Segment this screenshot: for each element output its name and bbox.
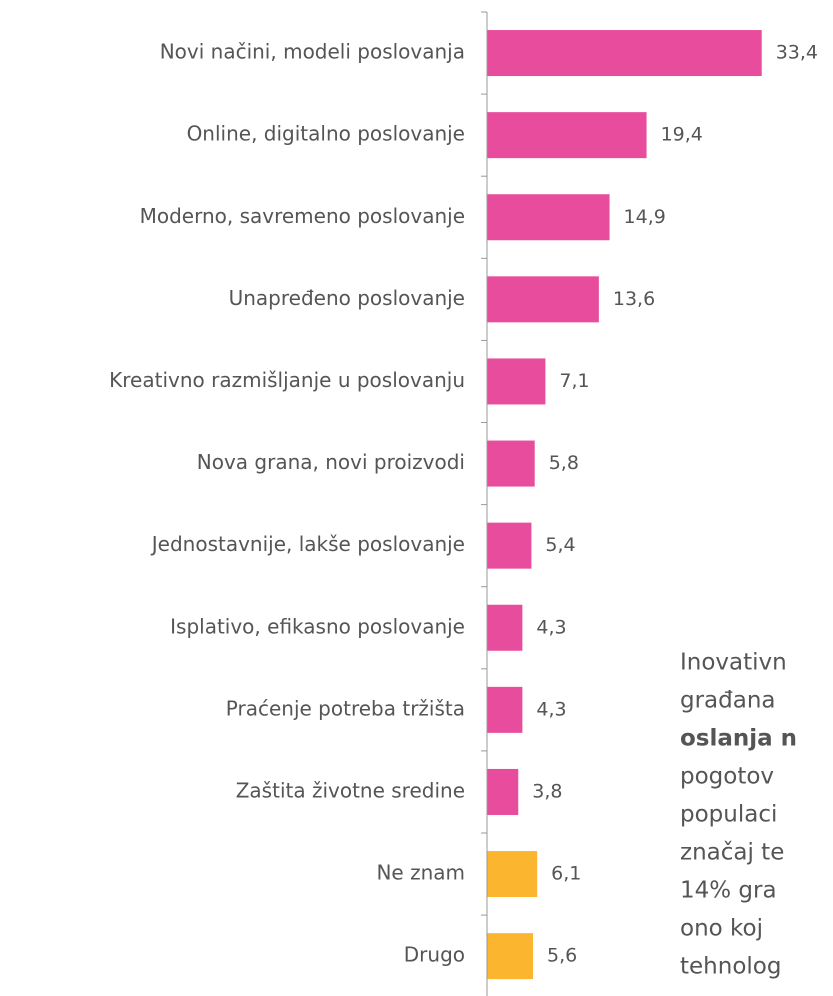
category-label: Nova grana, novi proizvodi xyxy=(197,450,465,474)
value-label: 5,6 xyxy=(547,945,577,967)
bar xyxy=(487,851,538,898)
side-text-line: tehnolog xyxy=(680,954,781,980)
bar xyxy=(487,686,523,733)
value-label: 6,1 xyxy=(551,863,581,885)
category-label: Unapređeno poslovanje xyxy=(229,286,465,310)
category-label: Drugo xyxy=(404,943,465,967)
side-text-line: oslanja n xyxy=(680,726,797,752)
bar xyxy=(487,768,519,815)
side-text-line: pogotov xyxy=(680,764,774,790)
bar xyxy=(487,358,546,405)
side-text-line: građana xyxy=(680,688,776,714)
value-label: 14,9 xyxy=(624,206,666,228)
side-text-line: 14% gra xyxy=(680,878,777,904)
category-label: Moderno, savremeno poslovanje xyxy=(140,204,465,228)
category-label: Novi načini, modeli poslovanja xyxy=(160,40,465,64)
side-text-line: populaci xyxy=(680,802,777,828)
category-label: Zaštita životne sredine xyxy=(236,778,465,802)
value-label: 13,6 xyxy=(613,288,655,310)
side-text-line: značaj te xyxy=(680,840,784,866)
bar xyxy=(487,30,762,77)
bar xyxy=(487,440,535,487)
category-label: Kreativno razmišljanje u poslovanju xyxy=(109,368,465,392)
bar xyxy=(487,933,534,980)
bar xyxy=(487,194,610,241)
bar xyxy=(487,112,647,159)
value-label: 5,4 xyxy=(545,534,575,556)
bar xyxy=(487,604,523,651)
value-label: 7,1 xyxy=(559,370,589,392)
category-label: Online, digitalno poslovanje xyxy=(187,122,465,146)
value-label: 33,4 xyxy=(776,42,818,64)
value-label: 5,8 xyxy=(549,452,579,474)
bar xyxy=(487,522,532,569)
category-label: Praćenje potreba tržišta xyxy=(226,696,465,720)
category-label: Ne znam xyxy=(376,861,465,885)
side-text-line: ono koj xyxy=(680,916,763,942)
category-label: Isplativo, efikasno poslovanje xyxy=(170,614,465,638)
value-label: 4,3 xyxy=(536,616,566,638)
category-label: Jednostavnije, lakše poslovanje xyxy=(150,532,465,556)
value-label: 4,3 xyxy=(536,698,566,720)
bar xyxy=(487,276,599,323)
value-label: 19,4 xyxy=(661,124,703,146)
side-text-line: Inovativn xyxy=(680,650,787,676)
value-label: 3,8 xyxy=(532,780,562,802)
